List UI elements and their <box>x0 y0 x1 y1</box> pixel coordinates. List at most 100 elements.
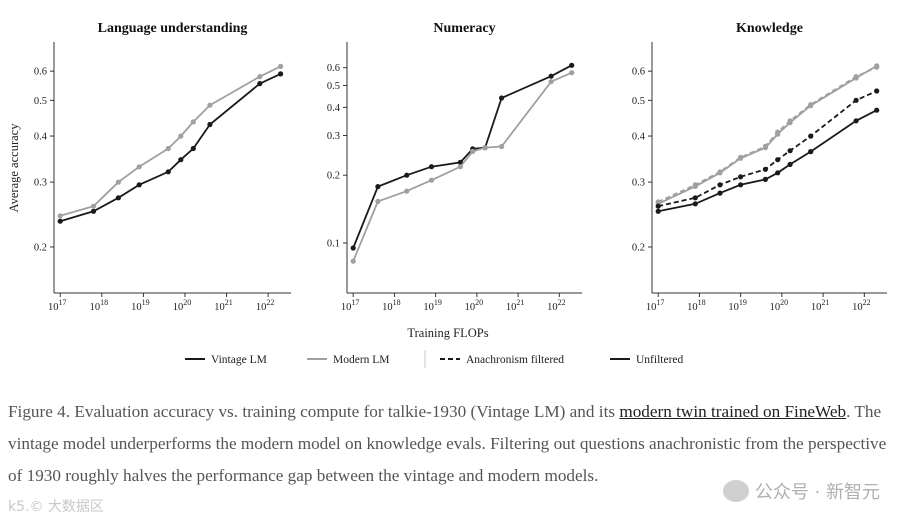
data-point <box>278 71 284 77</box>
y-tick-label: 0.2 <box>327 171 340 182</box>
data-point <box>499 95 505 101</box>
series-line <box>657 65 878 205</box>
series-3 <box>655 88 880 209</box>
data-point <box>717 190 723 196</box>
data-point <box>775 170 781 176</box>
data-point <box>470 148 476 154</box>
data-point <box>717 170 723 176</box>
x-tick-label: 1022 <box>547 298 566 313</box>
data-point <box>90 203 97 209</box>
legend-item-1: Vintage LM <box>185 354 267 366</box>
shared-xlabel: Training FLOPs <box>407 326 488 340</box>
data-point <box>655 203 661 209</box>
data-point <box>692 195 698 201</box>
y-tick-label: 0.1 <box>327 239 340 250</box>
data-point <box>874 63 880 69</box>
data-point <box>257 81 263 87</box>
series-2 <box>350 70 575 264</box>
data-point <box>57 218 63 224</box>
data-point <box>762 166 769 172</box>
x-tick-label: 1020 <box>770 298 789 313</box>
data-point <box>499 143 505 150</box>
x-tick-label: 1018 <box>382 298 401 313</box>
x-tick-label: 1021 <box>811 298 830 313</box>
legend-item-4: Unfiltered <box>610 354 684 366</box>
series-line <box>658 90 878 208</box>
caption-suffix: . The vintage model underperforms the mo… <box>8 402 887 485</box>
x-tick-label: 1019 <box>423 298 442 313</box>
data-point <box>775 157 781 163</box>
y-tick-label: 0.4 <box>34 132 48 143</box>
legend-label: Vintage LM <box>211 354 267 366</box>
data-point <box>457 164 463 170</box>
data-point <box>762 176 769 182</box>
data-point <box>738 174 744 180</box>
x-tick-label: 1022 <box>852 298 871 313</box>
data-point <box>655 208 661 214</box>
series-line <box>657 66 878 203</box>
data-point <box>207 102 213 108</box>
data-point <box>90 208 97 214</box>
x-tick-label: 1019 <box>131 298 150 313</box>
data-point <box>787 161 793 167</box>
data-point <box>787 120 793 126</box>
data-point <box>115 179 121 185</box>
x-tick-label: 1017 <box>48 298 67 313</box>
figure-caption: Figure 4. Evaluation accuracy vs. traini… <box>8 396 892 492</box>
data-point <box>178 133 184 139</box>
data-point <box>350 258 356 264</box>
x-tick-label: 1017 <box>646 298 665 313</box>
data-point <box>57 213 63 219</box>
data-point <box>375 198 381 204</box>
series-2 <box>655 63 880 207</box>
series-2 <box>57 63 284 219</box>
data-point <box>569 62 575 68</box>
panel-2: Numeracy 0.1 0.2 0.3 0.4 0.5 0.6 1017 1018 1019 10… <box>327 21 582 313</box>
data-point <box>136 182 142 188</box>
data-point <box>428 177 435 183</box>
data-point <box>165 169 171 175</box>
data-point <box>190 145 196 152</box>
panel-title: Numeracy <box>433 21 495 36</box>
y-tick-label: 0.3 <box>34 178 47 189</box>
figure-chart: Language understanding 0.2 0.3 0.4 0.5 0.6 101… <box>7 21 887 368</box>
caption-link[interactable]: modern twin trained on FineWeb <box>619 402 847 421</box>
caption-prefix: Figure 4. Evaluation accuracy vs. traini… <box>8 402 620 421</box>
data-point <box>375 184 381 190</box>
data-point <box>350 245 356 251</box>
data-point <box>874 107 880 113</box>
data-point <box>853 75 859 81</box>
panel-3: Knowledge 0.2 0.3 0.4 0.5 0.6 1017 1018 1019 1020… <box>632 21 887 313</box>
panel-1: Language understanding 0.2 0.3 0.4 0.5 0.6 101… <box>34 21 291 313</box>
panel-title: Knowledge <box>736 21 803 36</box>
legend: Vintage LM Modern LM Anachronism filtered U… <box>185 350 684 368</box>
data-point <box>787 148 793 154</box>
x-tick-label: 1021 <box>214 298 233 313</box>
data-point <box>190 119 196 125</box>
data-point <box>207 121 213 128</box>
series-line <box>59 73 281 223</box>
watermark-right: 公众号 · 新智元 <box>722 478 880 504</box>
legend-item-2: Modern LM <box>307 354 390 366</box>
y-tick-label: 0.6 <box>632 67 645 78</box>
y-tick-label: 0.2 <box>632 242 645 253</box>
data-point <box>136 164 142 170</box>
data-point <box>548 73 554 79</box>
data-point <box>853 97 859 103</box>
series-1 <box>350 62 575 251</box>
data-point <box>808 149 814 155</box>
panel-title: Language understanding <box>98 21 248 36</box>
x-tick-label: 1019 <box>728 298 747 313</box>
data-point <box>257 74 263 80</box>
data-point <box>692 183 698 189</box>
y-tick-label: 0.6 <box>34 67 47 78</box>
x-tick-label: 1017 <box>341 298 360 313</box>
x-tick-label: 1020 <box>173 298 192 313</box>
panels-layer: Language understanding 0.2 0.3 0.4 0.5 0.6 101… <box>34 21 887 313</box>
y-tick-label: 0.3 <box>327 131 340 142</box>
data-point <box>428 164 435 170</box>
y-tick-label: 0.4 <box>327 103 341 114</box>
x-tick-label: 1018 <box>687 298 706 313</box>
data-point <box>762 145 769 151</box>
data-point <box>808 133 814 139</box>
